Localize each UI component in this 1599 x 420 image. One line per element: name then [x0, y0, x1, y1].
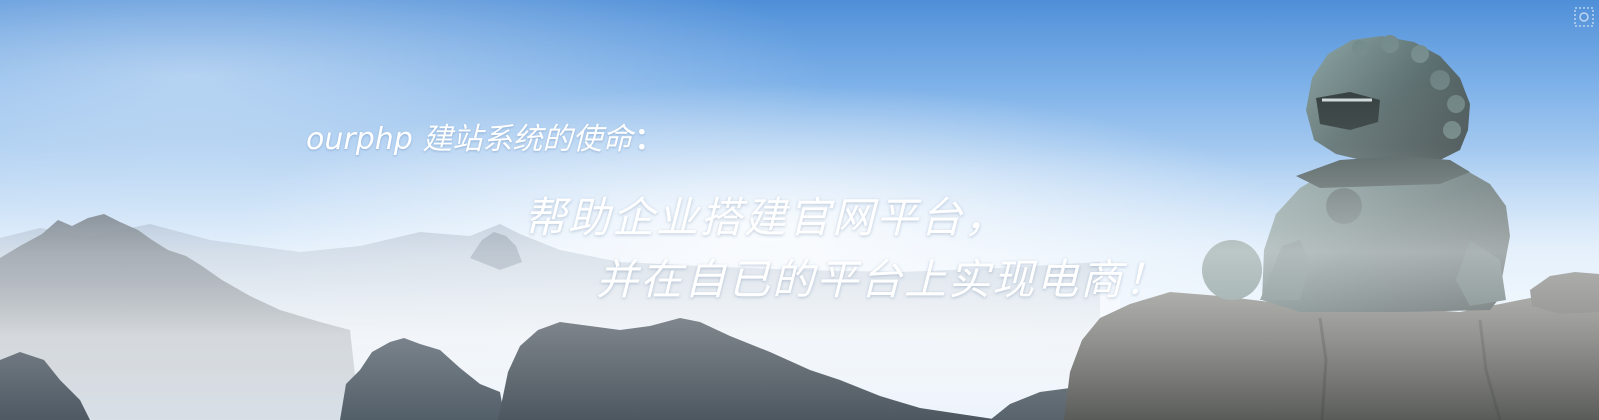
- headline-line-2: 并在自已的平台上实现电商！: [596, 255, 1169, 304]
- lion-statue: [1202, 35, 1510, 312]
- tagline-text: ourphp 建站系统的使命: [306, 122, 633, 157]
- rock-ledge: [1530, 272, 1599, 314]
- headline-line-1: 帮助企业搭建官网平台，: [524, 193, 1009, 242]
- tagline-colon: ：: [634, 122, 665, 157]
- decorative-pattern-icon: [1574, 7, 1594, 27]
- mission-tagline: ourphp 建站系统的使命：: [306, 114, 664, 158]
